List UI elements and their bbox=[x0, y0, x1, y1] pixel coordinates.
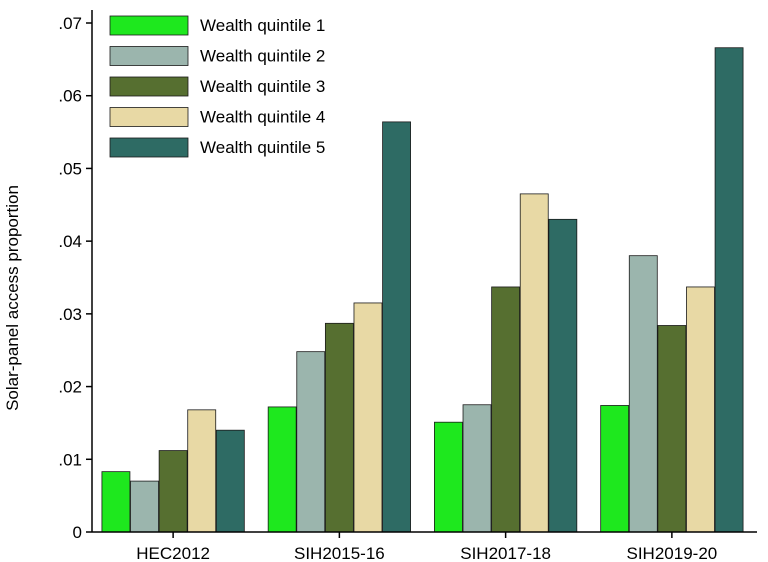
y-tick-label: .06 bbox=[58, 87, 82, 106]
y-ticks: 0 .01 .02 .03 .04 .05 .06 .07 bbox=[58, 14, 92, 542]
legend-swatch bbox=[109, 46, 189, 66]
bar bbox=[187, 409, 217, 533]
bar bbox=[296, 351, 326, 533]
bar bbox=[158, 450, 188, 533]
y-tick-label: 0 bbox=[73, 523, 82, 542]
bar bbox=[353, 302, 383, 533]
bar bbox=[657, 325, 687, 533]
bar bbox=[686, 286, 715, 533]
bar bbox=[130, 480, 159, 533]
y-tick-label: .02 bbox=[58, 378, 82, 397]
bar bbox=[600, 405, 630, 533]
legend: Wealth quintile 1 Wealth quintile 2 Wealth… bbox=[109, 15, 325, 158]
bars-layer bbox=[101, 47, 744, 533]
bar bbox=[714, 47, 744, 533]
legend-swatch bbox=[109, 76, 189, 97]
x-tick-label: SIH2015-16 bbox=[294, 544, 385, 562]
x-tick-label: SIH2017-18 bbox=[460, 544, 551, 562]
bar bbox=[382, 121, 411, 533]
x-tick-label: HEC2012 bbox=[136, 544, 210, 562]
bar bbox=[628, 255, 658, 533]
legend-swatch bbox=[109, 15, 189, 36]
legend-label: Wealth quintile 5 bbox=[200, 138, 325, 157]
bar bbox=[548, 218, 578, 533]
legend-label: Wealth quintile 1 bbox=[200, 16, 325, 35]
y-tick-label: .05 bbox=[58, 159, 82, 178]
legend-swatch bbox=[109, 107, 189, 127]
legend-label: Wealth quintile 4 bbox=[200, 108, 325, 127]
y-tick-label: .03 bbox=[58, 305, 82, 324]
bar bbox=[215, 429, 245, 533]
y-axis-title: Solar-panel access proportion bbox=[3, 185, 22, 411]
legend-swatch bbox=[109, 137, 189, 158]
x-tick-label: SIH2019-20 bbox=[627, 544, 718, 562]
y-tick-label: .01 bbox=[58, 450, 82, 469]
bar bbox=[324, 322, 354, 533]
x-ticks: HEC2012 SIH2015-16 SIH2017-18 SIH2019-20 bbox=[136, 532, 717, 562]
bar bbox=[434, 421, 463, 533]
bar bbox=[101, 471, 131, 533]
bar bbox=[491, 286, 521, 533]
y-tick-label: .07 bbox=[58, 14, 82, 33]
bar bbox=[462, 404, 492, 533]
bar bbox=[519, 193, 549, 533]
legend-label: Wealth quintile 3 bbox=[200, 77, 325, 96]
bar bbox=[267, 406, 297, 533]
y-tick-label: .04 bbox=[58, 232, 82, 251]
legend-label: Wealth quintile 2 bbox=[200, 47, 325, 66]
